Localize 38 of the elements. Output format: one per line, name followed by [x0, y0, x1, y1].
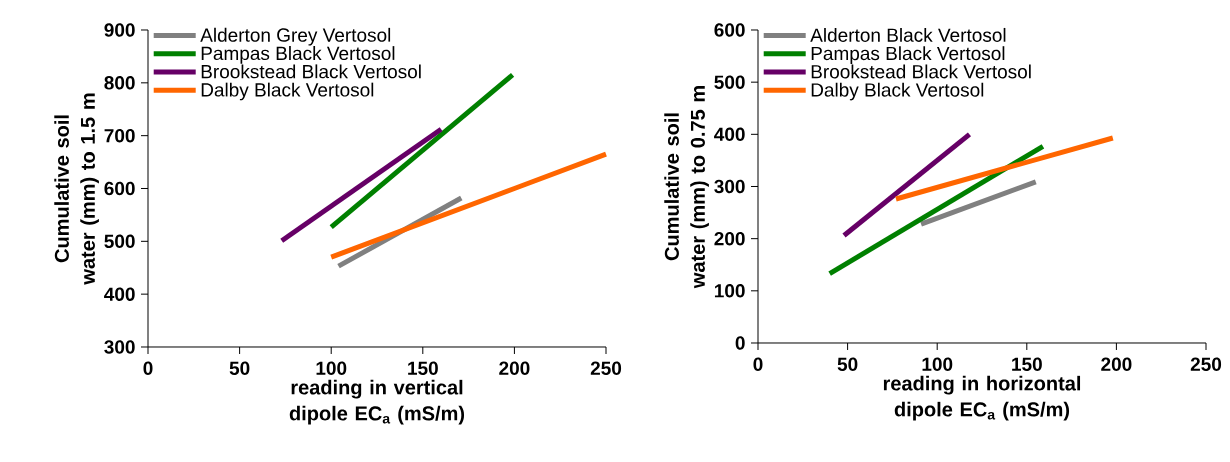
x-tick-label: 50 [837, 357, 858, 371]
y-tick-label: 500 [714, 75, 745, 89]
legend-label: Pampas Black Vertosol [201, 46, 395, 64]
y-tick-label: 900 [104, 23, 135, 37]
y-tick-label: 200 [714, 231, 745, 246]
x-tick-label: 250 [590, 361, 622, 375]
x-axis-title: reading in horizontal dipole EC$_{a}$ (mS/m) [883, 375, 1081, 421]
y-tick-label: 300 [714, 179, 745, 194]
x-tick-label: 250 [1190, 357, 1222, 371]
x-tick-label: 200 [499, 361, 530, 375]
legend-label: Alderton Grey Vertosol [200, 27, 391, 46]
x-tick-label: 100 [922, 357, 953, 371]
y-tick-label: 400 [714, 127, 745, 142]
y-tick-label: 600 [714, 23, 745, 37]
y-tick-label: 400 [104, 287, 135, 301]
legend-label: Dalby Black Vertosol [811, 82, 984, 101]
x-tick-label: 50 [229, 361, 250, 375]
legend-label: Alderton Black Vertosol [810, 27, 1006, 42]
x-tick-label: 150 [1012, 357, 1042, 371]
legend-label: Brookstead Black Vertosol [201, 64, 421, 79]
x-tick-label: 200 [1101, 357, 1132, 371]
y-tick-label: 800 [104, 76, 135, 90]
y-tick-label: 100 [714, 284, 745, 298]
y-tick-label: 500 [104, 234, 135, 249]
x-tick-label: 0 [753, 357, 763, 371]
legend-label: Brookstead Black Vertosol [811, 64, 1031, 79]
y-tick-label: 300 [104, 340, 135, 354]
x-tick-label: 100 [316, 361, 347, 375]
y-tick-label: 700 [104, 128, 135, 143]
x-axis-title: reading in vertical dipole EC$_{a}$ (mS/m) [289, 379, 465, 425]
y-axis-title: Cumulative soil water (mm) to 0.75 m [664, 86, 709, 289]
y-tick-label: 600 [104, 181, 135, 196]
x-tick-label: 150 [408, 361, 438, 375]
legend-label: Dalby Black Vertosol [201, 82, 374, 101]
x-tick-label: 0 [143, 361, 153, 375]
y-axis-title: Cumulative soil water (mm) to 1.5 m [54, 93, 99, 285]
y-tick-label: 0 [735, 336, 745, 350]
legend-label: Pampas Black Vertosol [811, 46, 1005, 64]
